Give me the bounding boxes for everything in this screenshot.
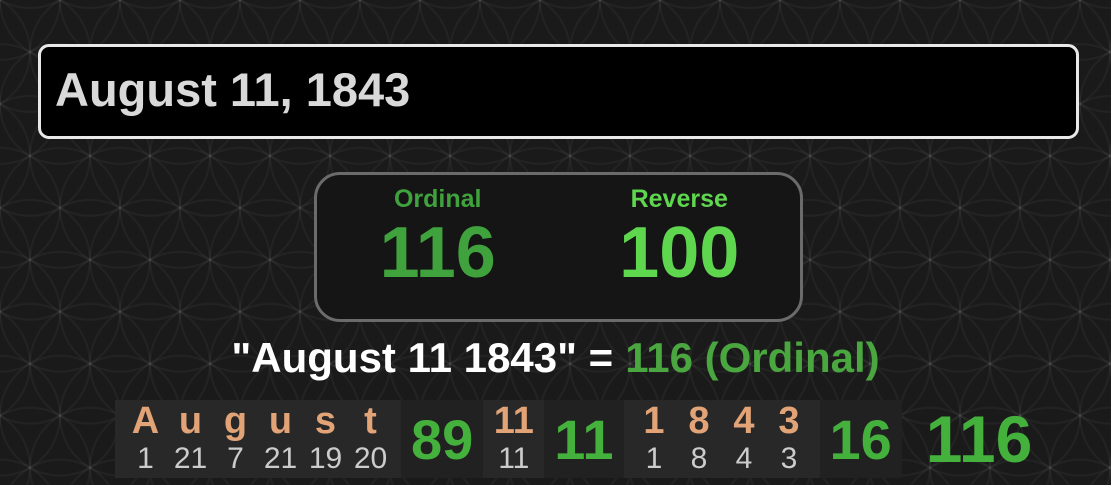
letter-cell: t 20 [348,400,393,478]
letter-cell: u 21 [258,400,303,478]
word-sum-year: 16 [829,407,892,471]
breakdown-row: A 1 u 21 g 7 u 21 s 19 [115,400,1032,478]
cipher-column-ordinal[interactable]: Ordinal 116 [317,185,559,319]
letter: 3 [778,400,800,442]
breakdown-strip: A 1 u 21 g 7 u 21 s 19 [115,400,902,478]
letter-cell: u 21 [168,400,213,478]
letter-value: 21 [173,442,208,475]
letter-cell: 8 8 [677,400,722,478]
letter-value: 7 [227,442,244,475]
letter-value: 20 [353,442,388,475]
word-sum-august: 89 [411,407,474,471]
letter-cell: 1 1 [632,400,677,478]
letter-cell: A 1 [123,400,168,478]
letter: u [178,400,203,442]
letter-cell: 4 4 [722,400,767,478]
letter-cell: 3 3 [767,400,812,478]
equation-result: 116 (Ordinal) [625,334,880,381]
word-sum-month: 11 [554,407,614,471]
letter: t [364,400,377,442]
letter: 4 [733,400,755,442]
letter: 8 [688,400,710,442]
letter-value: 19 [308,442,343,475]
equation-phrase: "August 11 1843" = [231,334,614,381]
letter: g [223,400,248,442]
cipher-results-panel: Ordinal 116 Reverse 100 [314,172,803,322]
word-block-month: 11 11 [483,400,545,478]
letter-cell: g 7 [213,400,258,478]
letter: u [268,400,293,442]
breakdown-total: 116 [925,402,1033,476]
letter: 1 [643,400,665,442]
letter-cell: 11 11 [491,400,536,478]
letter-value: 4 [735,442,753,475]
letter-value: 3 [780,442,798,475]
ordinal-label: Ordinal [393,185,482,213]
reverse-label: Reverse [630,185,728,213]
equation-line: "August 11 1843" = 116 (Ordinal) [0,332,1111,384]
letter: s [314,400,337,442]
word-block-year: 1 1 8 8 4 4 3 3 [623,400,820,478]
letter-cell: s 19 [303,400,348,478]
letter-value: 1 [645,442,663,475]
word-block-august: A 1 u 21 g 7 u 21 s 19 [115,400,401,478]
letter-value: 11 [498,442,530,475]
letter-value: 1 [137,442,154,475]
letter-value: 21 [263,442,298,475]
reverse-value: 100 [619,213,740,293]
ordinal-value: 116 [379,213,496,293]
letter: A [131,400,160,442]
cipher-column-reverse[interactable]: Reverse 100 [559,185,801,319]
letter-value: 8 [690,442,708,475]
date-input[interactable] [38,44,1079,139]
letter: 11 [493,400,534,442]
